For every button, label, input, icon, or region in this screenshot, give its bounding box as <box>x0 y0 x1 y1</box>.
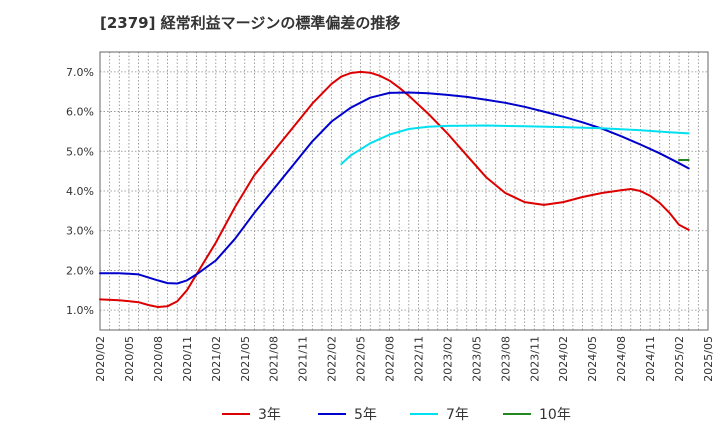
series-line-2 <box>340 124 690 165</box>
legend-label-0: 3年 <box>258 407 281 423</box>
x-tick-label: 2020/08 <box>152 336 165 382</box>
x-tick-label: 2022/05 <box>355 336 368 382</box>
legend-label-1: 5年 <box>354 407 377 423</box>
x-tick-label: 2020/05 <box>123 336 136 382</box>
y-tick-label: 2.0% <box>66 264 94 277</box>
x-tick-label: 2023/11 <box>528 336 541 382</box>
x-tick-label: 2021/05 <box>239 336 252 382</box>
y-tick-label: 4.0% <box>66 185 94 198</box>
series-lines <box>99 70 690 308</box>
y-tick-label: 6.0% <box>66 106 94 119</box>
x-tick-label: 2021/08 <box>268 336 281 382</box>
x-tick-label: 2024/02 <box>557 336 570 382</box>
x-tick-label: 2023/08 <box>499 336 512 382</box>
x-tick-label: 2020/02 <box>94 336 107 382</box>
legend: 3年 5年 7年 10年 <box>222 407 571 423</box>
x-tick-label: 2022/08 <box>384 336 397 382</box>
x-tick-label: 2021/11 <box>297 336 310 382</box>
x-tick-label: 2022/02 <box>326 336 339 382</box>
legend-label-3: 10年 <box>539 407 571 423</box>
x-tick-label: 2023/02 <box>441 336 454 382</box>
x-tick-label: 2021/02 <box>210 336 223 382</box>
x-tick-label: 2024/08 <box>615 336 628 382</box>
x-tick-label: 2023/05 <box>470 336 483 382</box>
series-line-0 <box>99 70 690 308</box>
x-tick-label: 2020/11 <box>181 336 194 382</box>
y-tick-label: 3.0% <box>66 225 94 238</box>
grid <box>100 52 708 330</box>
chart-title: [2379] 経常利益マージンの標準偏差の推移 <box>100 14 401 32</box>
x-tick-label: 2025/02 <box>673 336 686 382</box>
x-tick-label: 2025/05 <box>702 336 715 382</box>
y-tick-label: 5.0% <box>66 145 94 158</box>
x-tick-label: 2022/11 <box>412 336 425 382</box>
legend-label-2: 7年 <box>446 407 469 423</box>
x-axis-ticks: 2020/02 2020/05 2020/08 2020/11 2021/02 2021/… <box>94 336 715 382</box>
y-tick-label: 1.0% <box>66 304 94 317</box>
x-tick-label: 2024/11 <box>644 336 657 382</box>
series-line-1 <box>99 91 690 285</box>
y-tick-label: 7.0% <box>66 66 94 79</box>
y-axis-ticks: 1.0% 2.0% 3.0% 4.0% 5.0% 6.0% 7.0% <box>66 66 94 317</box>
x-tick-label: 2024/05 <box>586 336 599 382</box>
plot-area-frame <box>99 51 709 331</box>
